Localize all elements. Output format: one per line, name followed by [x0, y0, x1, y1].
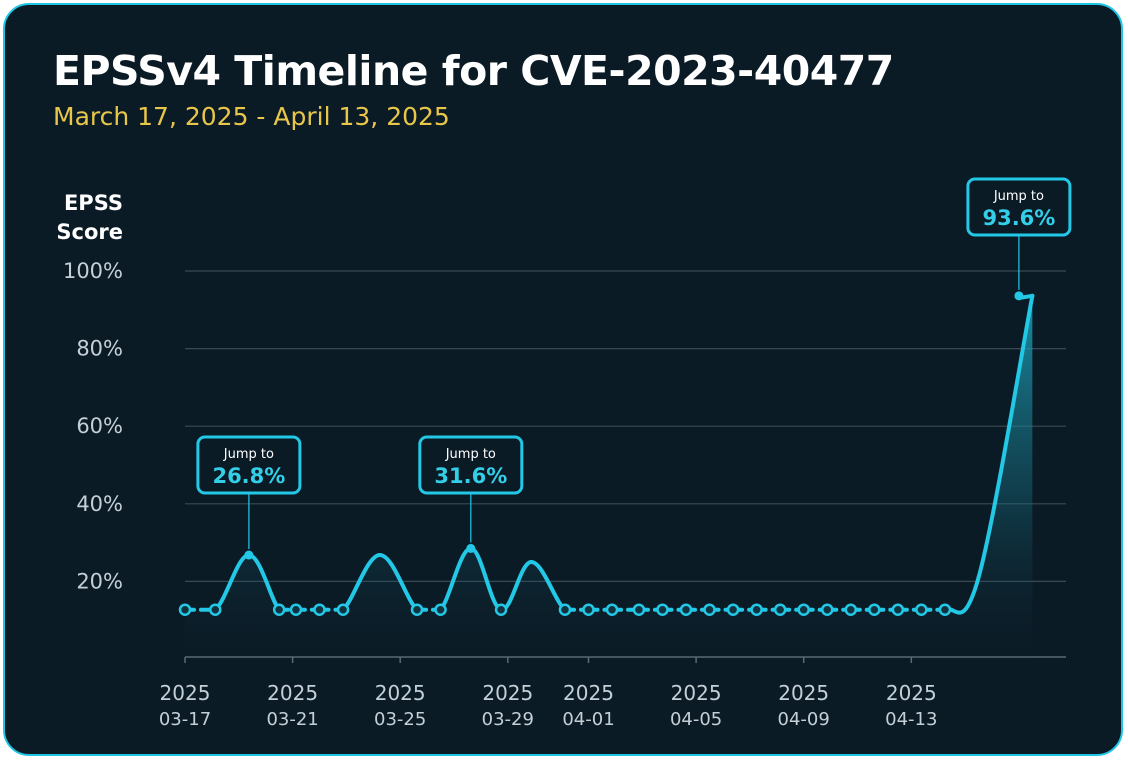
data-point: [336, 603, 350, 616]
x-tick-year: 2025: [375, 681, 426, 705]
grid-lines: [185, 270, 1066, 658]
data-point: [726, 603, 740, 616]
data-point: [434, 603, 447, 616]
callout-value: 93.6%: [982, 206, 1055, 230]
callout-value: 31.6%: [434, 464, 507, 488]
callout-box: [418, 435, 524, 495]
y-axis-label-line: EPSS: [64, 191, 123, 215]
data-point: [820, 603, 834, 616]
data-point: [313, 603, 326, 616]
x-tick-date: 03-25: [374, 709, 426, 730]
x-axis-ticks: 2025 03-17 2025 03-21 2025 03-25 2025 03-29 2025…: [159, 657, 937, 730]
data-point: [632, 603, 646, 616]
callout-point: [244, 550, 254, 560]
x-tick-date: 03-21: [266, 709, 318, 730]
x-tick-date: 04-05: [670, 709, 722, 730]
data-point: [773, 603, 787, 616]
data-point: [750, 603, 763, 616]
data-point: [494, 603, 508, 616]
y-axis-label-line: Score: [56, 220, 123, 244]
y-tick-label: 40%: [76, 492, 123, 516]
data-point: [209, 603, 222, 616]
jump-callout: Jump to 26.8%: [196, 435, 302, 560]
series-segment: [976, 293, 1035, 580]
data-point: [797, 603, 810, 616]
x-tick-date: 03-29: [482, 709, 534, 730]
series-line: [183, 293, 1035, 615]
data-point: [915, 603, 928, 616]
x-tick-year: 2025: [778, 681, 829, 705]
y-axis-ticks: 20% 40% 60% 80% 100%: [63, 259, 123, 593]
x-tick-year: 2025: [563, 681, 614, 705]
x-tick-date: 04-13: [885, 709, 937, 730]
data-point: [558, 603, 572, 616]
x-tick-year: 2025: [886, 681, 937, 705]
callout-box: [966, 177, 1072, 237]
callout-box: [196, 435, 302, 495]
callout-label: Jump to: [445, 447, 496, 462]
data-point: [605, 603, 619, 616]
x-tick-year: 2025: [160, 681, 211, 705]
data-point: [272, 603, 286, 616]
x-tick-year: 2025: [267, 681, 318, 705]
data-point: [891, 603, 905, 616]
data-point: [582, 603, 595, 616]
x-tick-date: 04-01: [562, 709, 614, 730]
data-point: [410, 603, 424, 616]
annotations: Jump to 26.8% Jump to 31.6% Jump to 93.6%: [196, 177, 1072, 560]
callout-label: Jump to: [223, 447, 274, 462]
chart-subtitle: March 17, 2025 - April 13, 2025: [53, 102, 450, 131]
callout-point: [1014, 291, 1024, 301]
callout-point: [466, 543, 476, 553]
y-tick-label: 20%: [76, 569, 123, 593]
x-tick-year: 2025: [671, 681, 722, 705]
data-point: [178, 603, 192, 616]
data-point: [679, 603, 693, 616]
callout-label: Jump to: [993, 189, 1044, 204]
data-point: [844, 603, 858, 616]
callout-value: 26.8%: [212, 464, 285, 488]
y-tick-label: 100%: [63, 259, 123, 283]
x-tick-date: 03-17: [159, 709, 211, 730]
y-axis-label: EPSS Score: [56, 191, 123, 244]
chart-title: EPSSv4 Timeline for CVE-2023-40477: [53, 47, 894, 95]
jump-callout: Jump to 31.6%: [418, 435, 524, 553]
area-fill: [185, 295, 1033, 657]
data-points: [178, 603, 952, 616]
data-point: [656, 603, 669, 616]
y-tick-label: 60%: [76, 414, 123, 438]
data-point: [703, 603, 716, 616]
data-point: [289, 603, 303, 616]
y-tick-label: 80%: [76, 337, 123, 361]
x-tick-year: 2025: [482, 681, 533, 705]
data-point: [868, 603, 881, 616]
x-tick-date: 04-09: [778, 709, 830, 730]
jump-callout: Jump to 93.6%: [966, 177, 1072, 301]
data-point: [938, 603, 952, 616]
